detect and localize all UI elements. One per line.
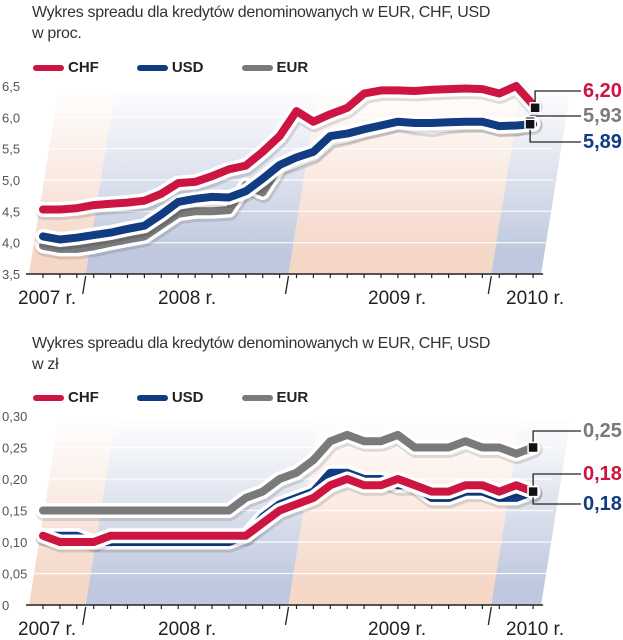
year-label: 2008 r. — [158, 619, 216, 640]
legend-item-usd: USD — [136, 389, 204, 406]
chf-swatch — [33, 64, 64, 71]
year-label: 2008 r. — [158, 288, 216, 309]
year-divider — [487, 606, 492, 626]
y-tick-label: 4,5 — [2, 204, 20, 219]
year-divider — [487, 275, 492, 295]
legend-item-usd: USD — [136, 59, 204, 76]
leader-line-usd — [529, 124, 581, 143]
y-tick-label: 0,20 — [2, 472, 27, 487]
y-tick-label: 0,05 — [2, 567, 27, 582]
legend-label-chf: CHF — [68, 389, 99, 406]
y-tick-label: 6,5 — [2, 79, 20, 94]
chart1-plot: 3,5 4,0 4,5 5,0 5,5 6,0 6,5 2007 r. 2008 r. 2009 … — [2, 78, 622, 309]
end-marker-eur — [527, 441, 539, 454]
y-tick-label: 6,0 — [2, 110, 20, 125]
legend-label-usd: USD — [171, 389, 204, 406]
year-label: 2007 r. — [18, 619, 76, 640]
y-tick-label: 0 — [2, 598, 9, 613]
series-line-chf — [39, 82, 538, 214]
chart1-title: Wykres spreadu dla kredytów denominowany… — [32, 2, 490, 44]
chart1-subtitle: w proc. — [32, 25, 82, 42]
y-tick-label: 5,0 — [2, 173, 20, 188]
y-tick-label: 3,5 — [2, 267, 20, 282]
legend-item-chf: CHF — [33, 59, 99, 76]
year-label: 2010 r. — [506, 288, 564, 309]
year-label: 2007 r. — [18, 288, 76, 309]
legend-label-chf: CHF — [68, 59, 99, 76]
y-tick-label: 5,5 — [2, 142, 20, 157]
eur-swatch — [241, 394, 273, 401]
year-label: 2009 r. — [368, 288, 426, 309]
chart2-plot: 0 0,05 0,10 0,15 0,20 0,25 0,30 2007 r. 2008 r. 2… — [2, 409, 622, 640]
chart2-title-text: Wykres spreadu dla kredytów denominowany… — [32, 335, 491, 352]
end-label-eur: 0,25 — [583, 420, 622, 442]
year-divider — [82, 275, 87, 295]
chart2-legend: CHF USD EUR — [33, 389, 332, 406]
series-line-eur — [39, 430, 538, 515]
y-tick-label: 0,15 — [2, 504, 27, 519]
leader-line-chf — [532, 473, 581, 492]
legend-item-chf: CHF — [33, 389, 99, 406]
legend-item-eur: EUR — [241, 389, 309, 406]
end-label-chf: 0,18 — [583, 463, 622, 485]
end-marker-usd — [524, 118, 536, 130]
usd-swatch — [136, 64, 168, 71]
year-divider — [284, 606, 290, 626]
legend-label-eur: EUR — [276, 59, 309, 76]
series-line-chf — [39, 475, 538, 546]
y-tick-label: 0,10 — [2, 535, 27, 550]
year-divider — [82, 606, 87, 626]
eur-swatch — [241, 64, 273, 71]
year-label: 2010 r. — [506, 619, 564, 640]
chart1-legend: CHF USD EUR — [33, 59, 332, 76]
end-label-usd: 0,18 — [583, 493, 622, 515]
y-tick-label: 4,0 — [2, 236, 20, 251]
year-divider — [284, 275, 290, 295]
chf-swatch — [33, 394, 64, 401]
legend-label-eur: EUR — [276, 389, 309, 406]
legend-label-usd: USD — [171, 59, 204, 76]
chart1-title-text: Wykres spreadu dla kredytów denominowany… — [32, 4, 491, 21]
chart2-subtitle: w zł — [32, 356, 59, 373]
end-marker-usd — [527, 485, 539, 498]
end-label-usd: 5,89 — [583, 131, 622, 153]
y-tick-label: 0,25 — [2, 441, 27, 456]
end-marker-chf — [529, 102, 541, 114]
usd-swatch — [136, 394, 168, 401]
y-tick-label: 0,30 — [2, 409, 27, 424]
series-line-usd — [39, 117, 538, 244]
end-label-chf: 6,20 — [583, 80, 622, 102]
chart2-title: Wykres spreadu dla kredytów denominowany… — [32, 333, 490, 375]
end-label-eur: 5,93 — [583, 105, 622, 127]
legend-item-eur: EUR — [241, 59, 309, 76]
year-label: 2009 r. — [368, 619, 426, 640]
